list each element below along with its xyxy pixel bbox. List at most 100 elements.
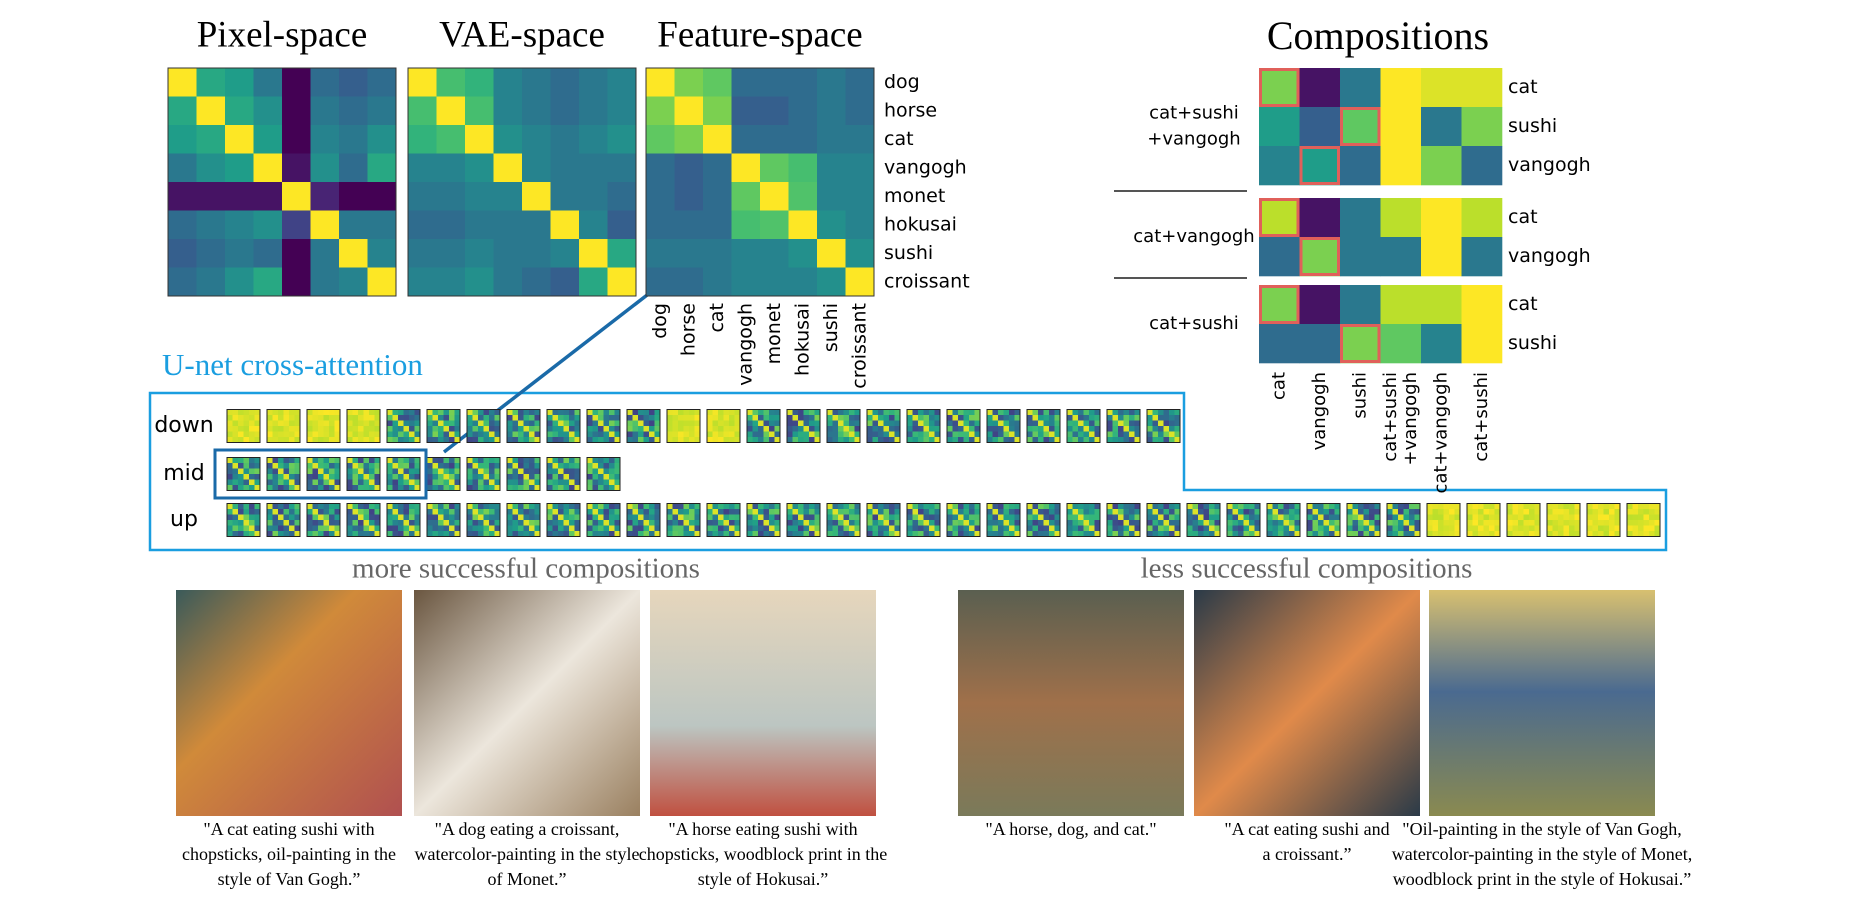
thumbnail-cell <box>1478 520 1484 526</box>
thumbnail-cell <box>232 485 239 491</box>
thumbnail-cell <box>598 415 604 421</box>
heatmap-cell <box>674 125 704 154</box>
thumbnail-border <box>426 503 461 537</box>
thumbnail-cell <box>1112 409 1119 416</box>
thumbnail-cell <box>294 420 301 427</box>
heatmap-cell <box>731 267 761 297</box>
thumbnail-cell <box>918 426 924 432</box>
thumbnail-cell <box>1003 415 1010 421</box>
thumbnail-cell <box>272 431 279 438</box>
thumbnail-cell <box>718 514 724 521</box>
thumbnail-cell <box>369 409 375 416</box>
thumbnail-cell <box>678 437 684 443</box>
thumbnail-cell <box>387 525 393 532</box>
thumbnail-cell <box>392 520 399 526</box>
heatmap-cell <box>760 267 789 297</box>
thumbnail-cell <box>1174 415 1181 421</box>
heatmap-cell <box>367 239 397 268</box>
thumbnail-cell <box>483 509 490 515</box>
thumbnail-cell <box>1078 503 1084 510</box>
thumbnail-cell <box>638 525 644 532</box>
thumbnail-cell <box>614 420 621 427</box>
thumbnail-cell <box>923 531 930 537</box>
thumbnail-cell <box>1323 503 1330 510</box>
thumbnail-cell <box>854 514 861 521</box>
thumbnail-cell <box>249 531 255 537</box>
thumbnail-cell <box>1174 503 1181 510</box>
thumbnail-cell <box>1107 503 1113 510</box>
thumbnail-cell <box>323 514 330 521</box>
thumbnail-cell <box>454 420 461 427</box>
heatmap-cell <box>436 68 466 97</box>
thumbnail-cell <box>1209 503 1215 510</box>
thumbnail-cell <box>603 420 610 427</box>
thumbnail-cell <box>414 509 421 515</box>
thumbnail-cell <box>1467 531 1473 537</box>
thumbnail-cell <box>489 485 495 491</box>
thumbnail-cell <box>592 468 599 475</box>
heatmap-cell <box>1259 107 1300 147</box>
thumbnail-cell <box>374 520 381 526</box>
thumbnail-cell <box>1547 509 1553 515</box>
thumbnail-cell <box>563 431 570 438</box>
heatmap-cell <box>1340 285 1381 325</box>
thumbnail-cell <box>1318 509 1324 515</box>
column-label: cat <box>1268 372 1289 400</box>
thumbnail-cell <box>1638 525 1644 532</box>
thumbnail-cell <box>1438 514 1444 521</box>
thumbnail-cell <box>787 437 793 443</box>
heatmap-cell <box>408 96 437 126</box>
thumbnail-cell <box>763 514 770 521</box>
thumbnail-cell <box>318 509 324 515</box>
thumbnail-cell <box>787 520 793 526</box>
thumbnail-cell <box>227 520 233 526</box>
thumbnail-cell <box>552 531 559 537</box>
thumbnail-cell <box>1569 509 1575 515</box>
thumbnail-cell <box>1072 520 1079 526</box>
thumbnail-cell <box>363 463 370 469</box>
heatmap-cell <box>1421 285 1462 325</box>
thumbnail-border <box>1026 409 1061 443</box>
thumbnail-cell <box>1483 509 1490 515</box>
caption: chopsticks, oil-painting in the <box>182 844 396 864</box>
thumbnail-cell <box>1352 520 1359 526</box>
thumbnail-cell <box>387 479 393 486</box>
thumbnail-cell <box>552 437 559 443</box>
thumbnail-cell <box>643 525 650 532</box>
heatmap-cell <box>1380 324 1422 364</box>
thumbnail-cell <box>1054 520 1061 526</box>
thumbnail-cell <box>403 485 410 491</box>
heatmap-cell <box>282 125 311 154</box>
thumbnail-cell <box>352 485 359 491</box>
thumbnail-cell <box>243 415 250 421</box>
thumbnail-cell <box>598 463 604 469</box>
thumbnail-cell <box>678 431 684 438</box>
thumbnail-cell <box>1049 420 1055 427</box>
thumbnail-cell <box>1403 520 1410 526</box>
thumbnail-cell <box>552 514 559 521</box>
thumbnail-cell <box>494 485 501 491</box>
thumbnail-cell <box>1609 503 1615 510</box>
thumbnail-cell <box>1147 509 1153 515</box>
thumbnail-cell <box>1552 509 1559 515</box>
thumbnail-cell <box>627 426 633 432</box>
thumbnail-cell <box>403 437 410 443</box>
heatmap-cell <box>253 96 283 126</box>
thumbnail-cell <box>592 520 599 526</box>
thumbnail-cell <box>1043 437 1050 443</box>
thumbnail-cell <box>1654 531 1661 537</box>
thumbnail-cell <box>1398 503 1404 510</box>
heatmap-cell <box>760 68 789 97</box>
thumbnail-cell <box>1307 509 1313 515</box>
thumbnail-cell <box>1374 509 1381 515</box>
thumbnail-cell <box>667 503 673 510</box>
thumbnail-cell <box>483 415 490 421</box>
heatmap-cell <box>436 239 466 268</box>
thumbnail-cell <box>387 415 393 421</box>
thumbnail-cell <box>952 520 959 526</box>
thumbnail-cell <box>694 431 701 438</box>
thumbnail-cell <box>323 409 330 416</box>
thumbnail-cell <box>347 426 353 432</box>
thumbnail-cell <box>734 514 741 521</box>
thumbnail-cell <box>763 437 770 443</box>
